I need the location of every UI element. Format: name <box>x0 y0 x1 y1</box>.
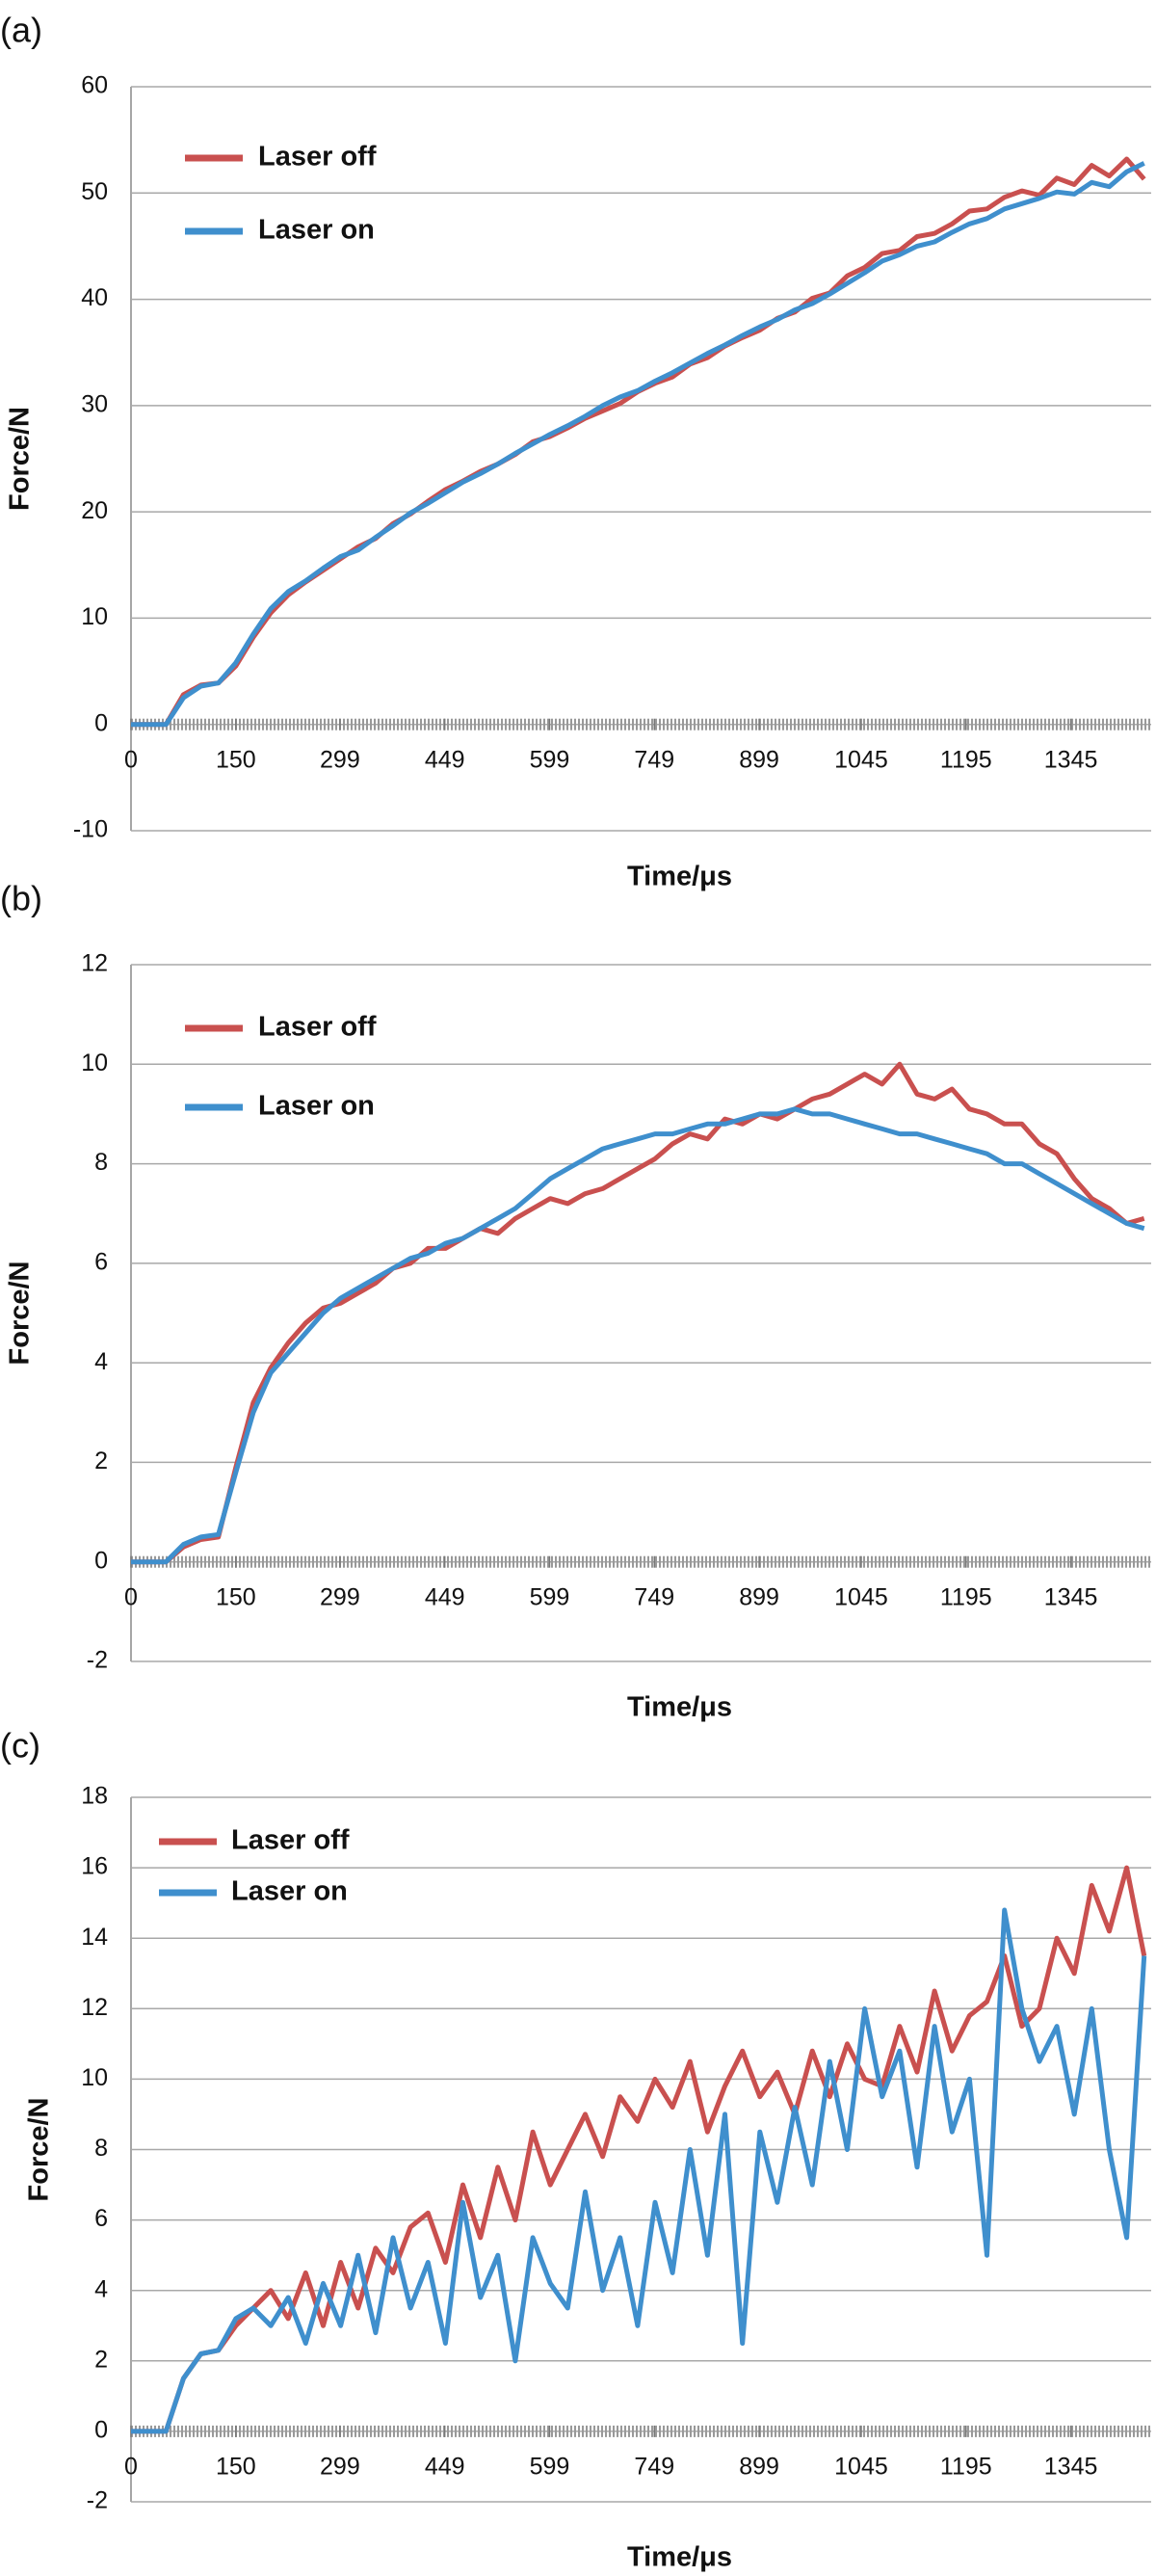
y-tick-label: 8 <box>94 1149 108 1176</box>
x-tick-label: 1345 <box>1044 1583 1098 1610</box>
chart: (a) -10 0 10 20 30 40 50 60 0 150 299 449 599 749 899 10… <box>0 11 1151 892</box>
legend-label: Laser off <box>258 142 377 173</box>
panel-label: (c) <box>0 1726 40 1766</box>
x-tick-label: 1045 <box>834 2454 888 2481</box>
x-tick-label: 749 <box>634 1583 674 1610</box>
x-tick-label: 899 <box>739 746 779 773</box>
x-tick-label: 1195 <box>940 2454 992 2481</box>
y-tick-label: -2 <box>87 2487 108 2514</box>
y-tick-label: 8 <box>94 2135 108 2162</box>
y-tick-label: 50 <box>81 178 108 205</box>
y-tick-label: 10 <box>81 603 108 630</box>
data-line <box>131 1106 1145 1565</box>
x-tick-label: 749 <box>634 746 674 773</box>
legend-label: Laser on <box>231 1876 348 1907</box>
legend-label: Laser off <box>231 1825 350 1856</box>
chart: (c) -2 0 2 4 6 8 10 12 14 16 18 0 150 299 449 599 749 899 1… <box>0 1726 1151 2573</box>
x-tick-label: 299 <box>320 1583 360 1610</box>
x-tick-label: 599 <box>530 2454 570 2481</box>
x-tick-label: 0 <box>124 1583 138 1610</box>
axis-ticks <box>131 1555 1151 1568</box>
x-tick-label: 899 <box>739 2454 779 2481</box>
y-tick-label: 6 <box>94 2205 108 2232</box>
x-tick-label: 0 <box>124 2454 138 2481</box>
x-axis-title: Time/μs <box>627 1692 732 1723</box>
panel-label: (b) <box>0 879 42 918</box>
x-tick-label: 150 <box>216 2454 256 2481</box>
y-tick-label: -10 <box>73 816 108 843</box>
y-tick-label: 10 <box>81 2064 108 2091</box>
y-axis-title: Force/N <box>5 407 36 511</box>
x-tick-label: 150 <box>216 746 256 773</box>
y-tick-label: 12 <box>81 1994 108 2021</box>
y-tick-label: 12 <box>81 950 108 977</box>
x-tick-label: 1345 <box>1044 2454 1098 2481</box>
x-axis-title: Time/μs <box>627 2542 732 2573</box>
x-tick-label: 1345 <box>1044 746 1098 773</box>
x-tick-label: 0 <box>124 746 138 773</box>
y-tick-label: 14 <box>81 1924 108 1951</box>
chart: (b) -2 0 2 4 6 8 10 12 0 150 299 449 599 749 899 1045 119… <box>0 879 1151 1723</box>
axis-ticks <box>131 718 1151 730</box>
y-tick-label: 30 <box>81 390 108 417</box>
x-axis-title: Time/μs <box>627 862 732 892</box>
y-tick-label: 16 <box>81 1853 108 1880</box>
x-tick-label: 1195 <box>940 746 992 773</box>
x-tick-label: 449 <box>425 746 465 773</box>
y-tick-label: 40 <box>81 284 108 311</box>
y-tick-label: 4 <box>94 2275 108 2302</box>
axis-ticks <box>131 2425 1151 2437</box>
y-tick-label: 60 <box>81 72 108 99</box>
y-tick-label: 18 <box>81 1783 108 1810</box>
y-tick-label: 0 <box>94 2417 108 2444</box>
x-tick-label: 299 <box>320 2454 360 2481</box>
data-line <box>131 1907 1147 2434</box>
data-line <box>131 1865 1147 2434</box>
y-tick-label: -2 <box>87 1647 108 1674</box>
x-tick-label: 599 <box>530 1583 570 1610</box>
y-axis-title: Force/N <box>5 1261 36 1366</box>
y-tick-label: 6 <box>94 1248 108 1275</box>
x-tick-label: 1045 <box>834 746 888 773</box>
x-tick-label: 1195 <box>940 1583 992 1610</box>
y-tick-label: 2 <box>94 1447 108 1474</box>
data-line <box>131 1061 1145 1565</box>
legend-label: Laser off <box>258 1012 377 1043</box>
y-tick-label: 0 <box>94 1547 108 1574</box>
x-tick-label: 899 <box>739 1583 779 1610</box>
y-tick-label: 0 <box>94 709 108 736</box>
x-tick-label: 749 <box>634 2454 674 2481</box>
y-tick-label: 20 <box>81 497 108 524</box>
legend-label: Laser on <box>258 1091 375 1122</box>
x-tick-label: 150 <box>216 1583 256 1610</box>
y-tick-label: 10 <box>81 1049 108 1076</box>
panel-label: (a) <box>0 11 42 50</box>
legend-label: Laser on <box>258 215 375 246</box>
x-tick-label: 1045 <box>834 1583 888 1610</box>
y-tick-label: 2 <box>94 2346 108 2373</box>
y-axis-title: Force/N <box>24 2098 55 2202</box>
x-tick-label: 449 <box>425 2454 465 2481</box>
x-tick-label: 449 <box>425 1583 465 1610</box>
y-tick-label: 4 <box>94 1348 108 1375</box>
data-line <box>131 161 1145 728</box>
x-tick-label: 599 <box>530 746 570 773</box>
x-tick-label: 299 <box>320 746 360 773</box>
